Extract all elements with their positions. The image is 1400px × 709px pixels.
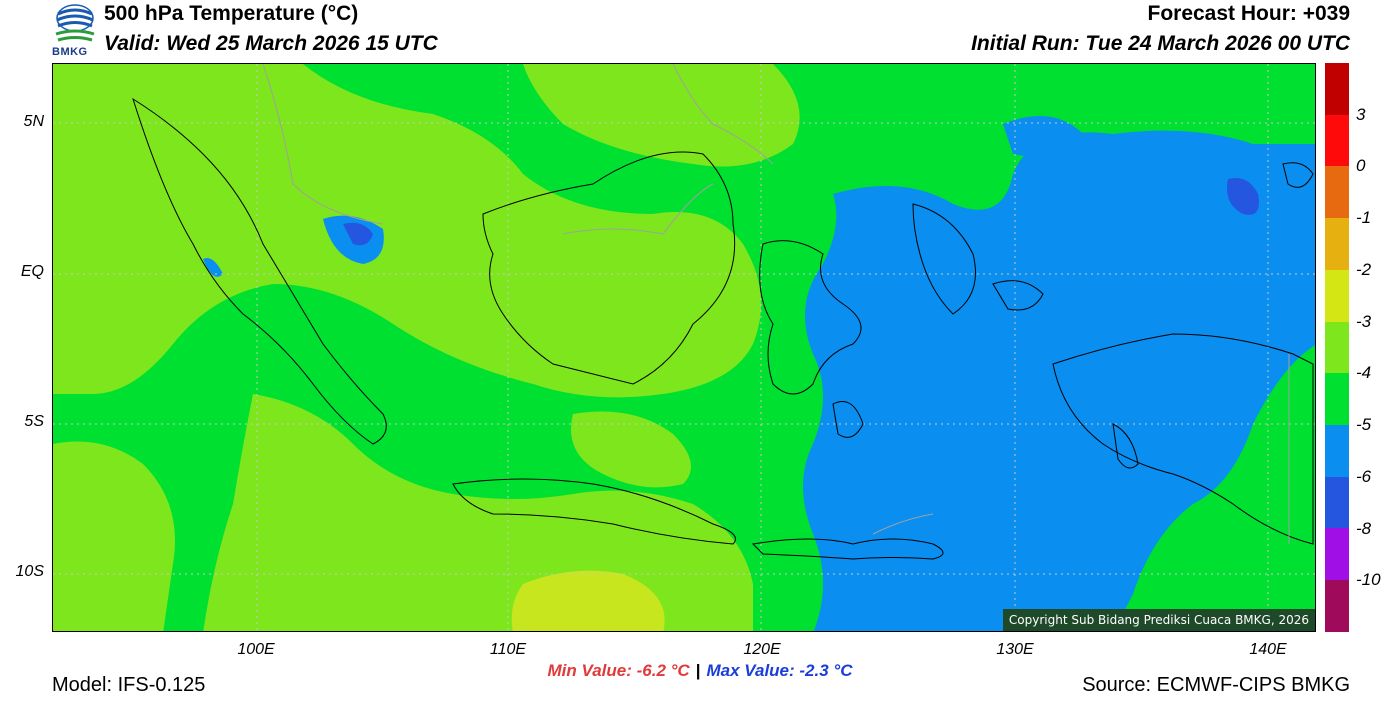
lon-label-110e: 110E (489, 641, 527, 658)
colorbar-segment (1325, 321, 1349, 374)
field-patch-sumatra (203, 258, 223, 277)
logo-text: BMKG (52, 46, 88, 58)
colorbar-label: -8 (1356, 518, 1372, 538)
lat-label-5s: 5S (24, 413, 44, 430)
lat-label-eq: EQ (20, 263, 44, 280)
colorbar-segment (1325, 63, 1349, 115)
colorbar-label: -2 (1356, 259, 1372, 279)
max-value: Max Value: -2.3 °C (706, 661, 853, 680)
colorbar-segment (1325, 373, 1349, 426)
field-patch-warm (511, 570, 665, 631)
field-region-east (803, 130, 1315, 631)
forecast-hour: Forecast Hour: +039 (1147, 2, 1351, 25)
lon-label-130e: 130E (996, 641, 1034, 658)
initial-run: Initial Run: Tue 24 March 2026 00 UTC (971, 32, 1350, 55)
lon-label-100e: 100E (237, 641, 275, 658)
colorbar-segment (1325, 425, 1349, 477)
temperature-map: Copyright Sub Bidang Prediksi Cuaca BMKG… (52, 63, 1316, 632)
field-patch-java-sea (571, 411, 691, 488)
field-patch-pacific (1003, 116, 1083, 157)
colorbar-segment (1325, 114, 1349, 167)
colorbar-segment (1325, 580, 1349, 632)
lon-label-140e: 140E (1249, 641, 1287, 658)
map-canvas (53, 64, 1315, 631)
min-max-separator: | (695, 661, 701, 680)
model-label: Model: IFS-0.125 (52, 674, 206, 696)
colorbar-label: -10 (1356, 570, 1381, 590)
colorbar-segment (1325, 476, 1349, 529)
field-patch-cold (1227, 178, 1259, 215)
coastlines (132, 97, 1314, 560)
field-region-south (203, 394, 753, 631)
lon-label-120e: 120E (743, 641, 781, 658)
colorbar (1325, 63, 1349, 632)
field-region-north (523, 64, 800, 167)
min-max-values: Min Value: -6.2 °C | Max Value: -2.3 °C (0, 661, 1400, 681)
field-region-west (53, 64, 761, 398)
copyright-banner: Copyright Sub Bidang Prediksi Cuaca BMKG… (1002, 609, 1315, 631)
colorbar-label: 0 (1356, 156, 1366, 176)
field-region-southwest (53, 441, 175, 631)
borders (262, 64, 1290, 544)
colorbar-label: 3 (1356, 104, 1366, 124)
colorbar-label: -4 (1356, 363, 1372, 383)
bmkg-globe-icon (55, 4, 95, 42)
colorbar-label: -3 (1356, 311, 1372, 331)
colorbar-label: -1 (1356, 208, 1372, 228)
lat-label-10s: 10S (15, 563, 44, 580)
valid-time: Valid: Wed 25 March 2026 15 UTC (104, 32, 438, 55)
colorbar-segment (1325, 269, 1349, 322)
colorbar-label: -5 (1356, 415, 1372, 435)
colorbar-segment (1325, 528, 1349, 581)
chart-title: 500 hPa Temperature (°C) (104, 2, 359, 25)
source-label: Source: ECMWF-CIPS BMKG (1082, 674, 1350, 696)
lat-label-5n: 5N (23, 113, 44, 130)
graticule (53, 64, 1315, 631)
colorbar-segment (1325, 166, 1349, 219)
bmkg-logo (52, 2, 98, 62)
colorbar-label: -6 (1356, 466, 1372, 486)
colorbar-segment (1325, 218, 1349, 270)
field-patch-cold-west (343, 222, 373, 246)
min-value: Min Value: -6.2 °C (547, 661, 690, 680)
